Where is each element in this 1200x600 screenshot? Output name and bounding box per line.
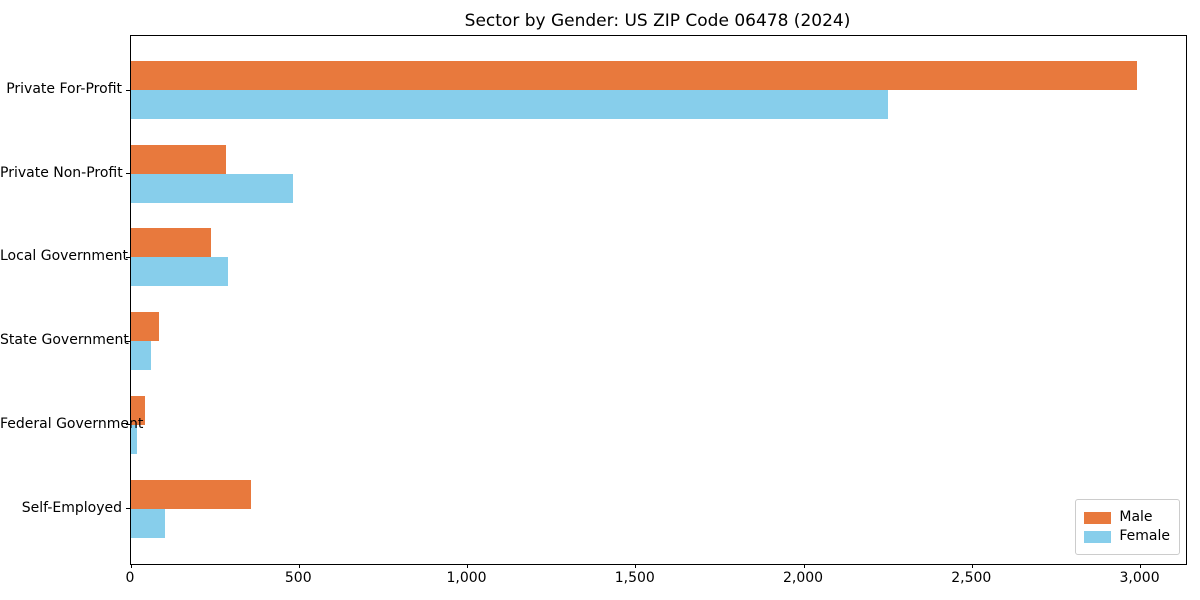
x-axis-tick-label: 1,000: [446, 570, 487, 586]
y-axis-label-self-employed: Self-Employed: [21, 499, 122, 516]
bar-female-local-government: [131, 257, 229, 287]
bar-male-state-government: [131, 312, 160, 342]
y-axis-label-federal-government: Federal Government: [0, 415, 144, 432]
x-axis-tick-label: 500: [284, 570, 312, 586]
legend-label: Male: [1119, 509, 1153, 525]
x-axis-tick-label: 3,000: [1119, 570, 1160, 586]
x-axis-tick-label: 2,000: [782, 570, 824, 586]
y-tick: [126, 340, 130, 342]
legend: Male Female: [1075, 499, 1180, 555]
bar-male-local-government: [131, 228, 212, 258]
bar-male-private-non-profit: [131, 144, 226, 174]
x-tick: [971, 564, 973, 568]
y-tick: [126, 173, 130, 175]
y-axis-label-local-government: Local Government: [0, 248, 129, 265]
bar-male-federal-government: [131, 395, 145, 425]
bar-female-state-government: [131, 341, 151, 371]
x-axis-tick-label: 0: [125, 570, 135, 586]
bar-female-private-for-profit: [131, 90, 889, 119]
legend-label: Female: [1119, 528, 1170, 544]
bar-female-self-employed: [131, 508, 165, 538]
y-axis-label-private-non-profit: Private Non-Profit: [0, 164, 123, 181]
y-tick: [126, 424, 130, 426]
legend-item-male: Male: [1084, 509, 1170, 526]
x-tick: [130, 564, 132, 568]
bar-male-self-employed: [131, 479, 251, 509]
x-axis-tick-label: 2,500: [951, 570, 992, 586]
y-axis-label-state-government: State Government: [0, 332, 129, 349]
x-tick: [467, 564, 469, 568]
y-tick: [126, 508, 130, 509]
bar-male-private-for-profit: [131, 61, 1138, 90]
x-axis-tick-label: 1,500: [614, 570, 655, 586]
x-tick: [803, 564, 805, 568]
bar-female-private-non-profit: [131, 173, 293, 203]
bar-female-federal-government: [131, 424, 137, 454]
plot-area: Male Female: [126, 35, 1187, 568]
y-tick: [126, 89, 130, 91]
legend-item-female: Female: [1084, 528, 1170, 545]
x-tick: [1140, 564, 1142, 568]
legend-swatch-male: [1084, 511, 1112, 524]
legend-swatch-female: [1084, 530, 1112, 543]
y-tick: [126, 256, 130, 258]
x-tick: [635, 564, 637, 568]
x-tick: [298, 564, 300, 568]
y-axis-label-private-for-profit: Private For-Profit: [6, 81, 122, 97]
chart-title: Sector by Gender: US ZIP Code 06478 (202…: [464, 11, 851, 31]
